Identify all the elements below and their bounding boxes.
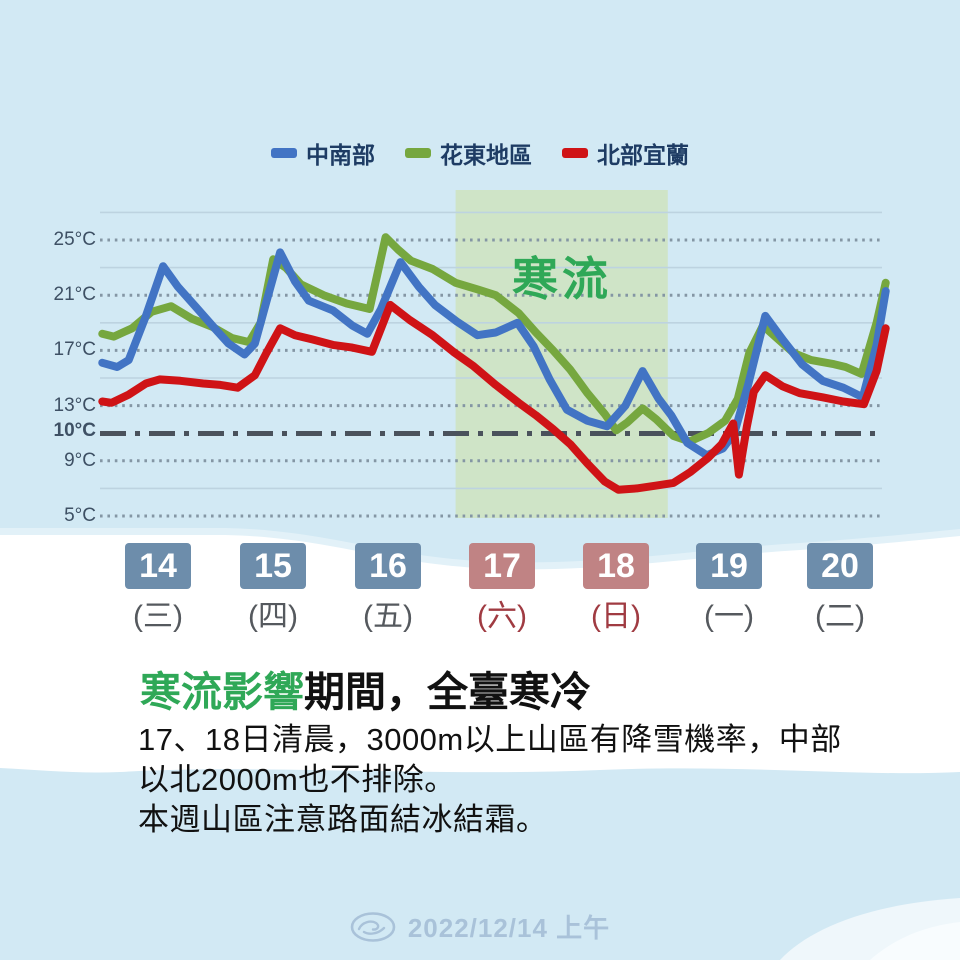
date-box-17: 17 xyxy=(469,543,535,589)
weekday-label: (三) xyxy=(133,600,183,633)
date-box-19: 19 xyxy=(696,543,762,589)
weekday-label: (日) xyxy=(591,600,641,633)
caption-line: 17、18日清晨，3000m以上山區有降雪機率，中部 xyxy=(138,722,842,757)
date-box-18: 18 xyxy=(583,543,649,589)
series-line-2 xyxy=(98,300,890,494)
caption-title: 寒流影響期間，全臺寒冷 xyxy=(140,658,591,718)
footer-timestamp: 2022/12/14 上午 xyxy=(407,913,611,943)
legend-swatch-red xyxy=(562,148,588,158)
weekday-label: (六) xyxy=(477,600,527,633)
legend-swatch-green xyxy=(405,148,431,158)
y-tick-5: 5°C xyxy=(64,505,96,526)
legend-item-hualien-taitung: 花東地區 xyxy=(405,136,532,170)
date-box-16: 16 xyxy=(355,543,421,589)
legend-item-northern-yilan: 北部宜蘭 xyxy=(562,136,689,170)
y-tick-21: 21°C xyxy=(53,284,96,305)
weather-bureau-logo-icon xyxy=(350,911,396,942)
legend: 中南部 花東地區 北部宜蘭 xyxy=(0,136,960,170)
y-tick-25: 25°C xyxy=(53,229,96,250)
legend-label: 中南部 xyxy=(306,142,375,168)
caption-line: 以北2000m也不排除。 xyxy=(138,762,456,797)
caption-line: 本週山區注意路面結冰結霜。 xyxy=(138,802,548,837)
weekday-label: (一) xyxy=(704,600,754,633)
footer: 2022/12/14 上午 xyxy=(0,908,960,945)
date-box-14: 14 xyxy=(125,543,191,589)
weekday-label: (二) xyxy=(815,600,865,633)
legend-item-central-southern: 中南部 xyxy=(271,136,375,170)
y-tick-10-threshold: 10°C xyxy=(53,420,96,441)
y-tick-13: 13°C xyxy=(53,395,96,416)
legend-label: 花東地區 xyxy=(440,142,532,168)
cold-wave-zone xyxy=(455,190,668,518)
weekday-label: (五) xyxy=(363,600,413,633)
legend-swatch-blue xyxy=(271,148,297,158)
weekday-label: (四) xyxy=(248,600,298,633)
caption-title-highlight: 寒流影響 xyxy=(140,669,304,715)
date-box-20: 20 xyxy=(807,543,873,589)
y-tick-9: 9°C xyxy=(64,450,96,471)
y-tick-17: 17°C xyxy=(53,339,96,360)
caption-title-rest: 期間，全臺寒冷 xyxy=(304,669,591,715)
legend-label: 北部宜蘭 xyxy=(597,142,689,168)
date-box-15: 15 xyxy=(240,543,306,589)
cold-wave-zone-label: 寒流 xyxy=(512,253,612,305)
